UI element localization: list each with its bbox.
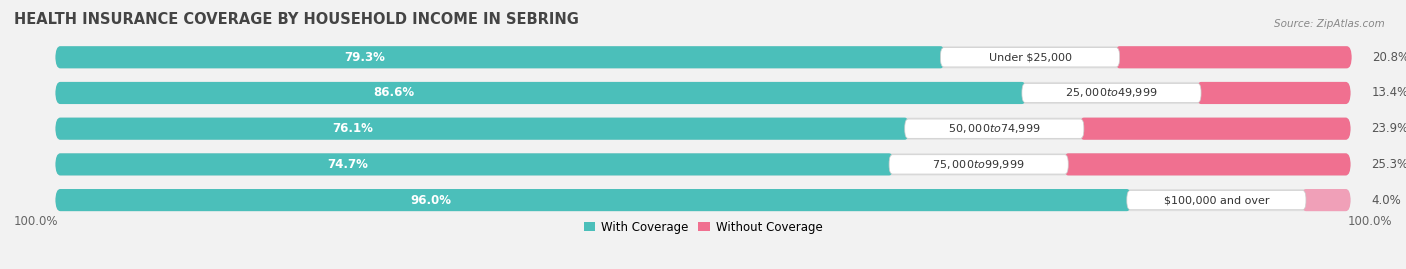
- Text: 79.3%: 79.3%: [344, 51, 385, 64]
- Text: 96.0%: 96.0%: [411, 194, 451, 207]
- FancyBboxPatch shape: [55, 118, 910, 140]
- Text: Source: ZipAtlas.com: Source: ZipAtlas.com: [1274, 19, 1385, 29]
- Text: 100.0%: 100.0%: [1347, 215, 1392, 228]
- FancyBboxPatch shape: [55, 82, 1351, 104]
- FancyBboxPatch shape: [55, 153, 1351, 175]
- Text: 13.4%: 13.4%: [1371, 86, 1406, 100]
- FancyBboxPatch shape: [1301, 189, 1351, 211]
- Text: HEALTH INSURANCE COVERAGE BY HOUSEHOLD INCOME IN SEBRING: HEALTH INSURANCE COVERAGE BY HOUSEHOLD I…: [14, 12, 579, 27]
- Text: 100.0%: 100.0%: [14, 215, 59, 228]
- FancyBboxPatch shape: [889, 155, 1069, 174]
- FancyBboxPatch shape: [941, 48, 1119, 67]
- FancyBboxPatch shape: [55, 46, 945, 68]
- Text: Under $25,000: Under $25,000: [988, 52, 1071, 62]
- FancyBboxPatch shape: [1063, 153, 1351, 175]
- Text: 76.1%: 76.1%: [332, 122, 373, 135]
- Text: 4.0%: 4.0%: [1371, 194, 1400, 207]
- FancyBboxPatch shape: [1197, 82, 1351, 104]
- Text: $100,000 and over: $100,000 and over: [1164, 195, 1270, 205]
- FancyBboxPatch shape: [55, 153, 894, 175]
- Text: 74.7%: 74.7%: [326, 158, 367, 171]
- Text: $50,000 to $74,999: $50,000 to $74,999: [948, 122, 1040, 135]
- FancyBboxPatch shape: [1115, 46, 1351, 68]
- Text: 23.9%: 23.9%: [1371, 122, 1406, 135]
- Text: 25.3%: 25.3%: [1371, 158, 1406, 171]
- FancyBboxPatch shape: [904, 119, 1084, 138]
- Text: 20.8%: 20.8%: [1372, 51, 1406, 64]
- FancyBboxPatch shape: [1078, 118, 1351, 140]
- FancyBboxPatch shape: [55, 82, 1026, 104]
- FancyBboxPatch shape: [55, 46, 1351, 68]
- Legend: With Coverage, Without Coverage: With Coverage, Without Coverage: [579, 216, 827, 238]
- FancyBboxPatch shape: [55, 189, 1351, 211]
- Text: $75,000 to $99,999: $75,000 to $99,999: [932, 158, 1025, 171]
- FancyBboxPatch shape: [1022, 83, 1201, 102]
- FancyBboxPatch shape: [1126, 190, 1306, 210]
- Text: 86.6%: 86.6%: [373, 86, 415, 100]
- FancyBboxPatch shape: [55, 189, 1132, 211]
- Text: $25,000 to $49,999: $25,000 to $49,999: [1066, 86, 1157, 100]
- FancyBboxPatch shape: [55, 118, 1351, 140]
